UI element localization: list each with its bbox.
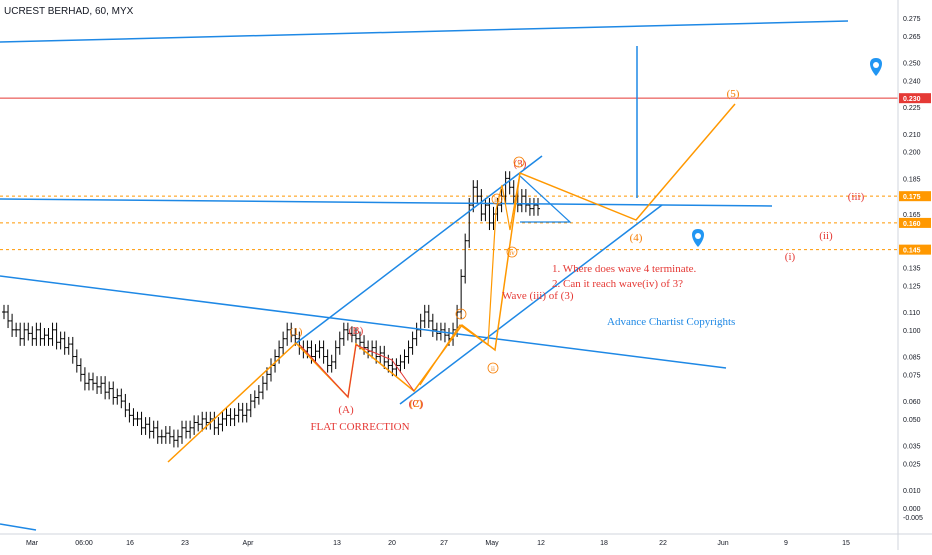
wave-label-3: (3) [514,158,527,170]
sub-wave-path [419,172,521,386]
small-wave-circle [513,156,525,168]
x-tick-label: 16 [126,540,134,547]
small-wave-label: ii [491,365,495,373]
wave-label-5: (5) [727,88,740,100]
y-tick-label: 0.060 [903,399,921,406]
flat-correction-label: FLAT CORRECTION [310,421,409,433]
x-tick-label: Apr [243,540,255,547]
x-tick-label: 15 [842,540,850,547]
y-tick-label: 0.210 [903,132,921,139]
y-tick-label: 0.265 [903,34,921,41]
small-wave-label: v [517,159,521,167]
trend-line [0,275,727,369]
marker-dot [873,62,879,68]
question-1: 1. Where does wave 4 terminate. [552,263,697,275]
x-tick-label: Jun [717,540,728,547]
location-marker-icon [870,58,882,76]
x-tick-label: 06:00 [75,540,93,547]
x-tick-label: May [485,540,499,547]
small-wave-circle [491,193,503,205]
price-badge-label: 0.160 [903,221,921,228]
trend-line [399,204,663,405]
price-badge-label: 0.145 [903,248,921,255]
y-tick-label: 0.185 [903,176,921,183]
x-tick-label: 12 [537,540,545,547]
y-tick-label: -0.005 [903,515,923,522]
price-badge [899,191,931,202]
x-tick-label: 22 [659,540,667,547]
y-tick-label: 0.200 [903,150,921,157]
y-tick-label: 0.275 [903,16,921,23]
wave-label-a: (A) [338,404,354,416]
price-badge-label: 0.230 [903,96,921,103]
y-tick-label: 0.225 [903,105,921,112]
drawings [0,20,882,531]
trend-line [0,523,37,531]
question-2: 2. Can it reach wave(iv) of 3? [552,278,683,290]
trend-line [0,198,773,207]
wave-label-2: (2) [410,398,423,410]
copyright-label: Advance Chartist Copyrights [607,316,735,328]
y-tick-label: 0.135 [903,265,921,272]
blue-triangle [519,175,572,223]
x-tick-label: 27 [440,540,448,547]
y-tick-label: 0.165 [903,212,921,219]
small-wave-circle [487,362,499,374]
wave-label-c: (C) [409,398,424,410]
y-tick-label: 0.110 [903,310,920,317]
candles [2,171,540,448]
x-tick-label: 13 [333,540,341,547]
chart-title: UCREST BERHAD, 60, MYX [4,6,134,17]
small-wave-label: iii [494,196,500,204]
label-i: (i) [785,251,796,263]
y-tick-label: 0.100 [903,328,921,335]
y-tick-label: 0.025 [903,461,921,468]
flat-correction-a [299,344,357,399]
wave-iii-label: Wave (iii) of (3) [502,290,574,302]
y-tick-label: 0.050 [903,417,921,424]
wave-label-1: (1) [290,326,303,338]
x-tick-label: Mar [26,540,39,547]
y-tick-label: 0.125 [903,283,921,290]
y-tick-label: 0.035 [903,444,921,451]
y-tick-label: 0.000 [903,506,921,513]
y-tick-label: 0.085 [903,355,921,362]
y-tick-label: 0.240 [903,78,921,85]
location-marker-icon [692,229,704,247]
price-badge-label: 0.175 [903,194,921,201]
small-wave-label: i [460,311,462,319]
marker-dot [695,233,701,239]
wave-labels: (1) (B) (A) (C)(2) (3) (4) (5) FLAT CORRECTION (… [290,88,865,433]
x-tick-label: 23 [181,540,189,547]
small-wave-circle [506,246,518,258]
y-tick-label: 0.075 [903,372,921,379]
small-wave-label: iv [509,249,515,257]
time-axis: Mar 06:00 16 23 Apr 13 20 27 May 12 18 22 Jun 9 15 [0,533,932,547]
trend-line [0,20,849,43]
wave-label-b: (B) [349,325,364,337]
small-wave-circle [455,308,467,320]
x-tick-label: 9 [784,540,788,547]
price-axis: 0.275 0.265 0.250 0.240 0.225 0.210 0.200 0.185… [897,0,931,550]
flat-correction-c [355,344,415,392]
label-iii: (iii) [848,191,865,203]
price-levels [0,97,898,251]
label-ii: (ii) [819,230,833,242]
price-badge [899,93,931,104]
y-tick-label: 0.010 [903,488,921,495]
x-tick-label: 20 [388,540,396,547]
price-badge [899,217,931,228]
price-badge [899,244,931,255]
wave-label-4: (4) [630,232,643,244]
y-tick-label: 0.250 [903,61,921,68]
x-tick-label: 18 [600,540,608,547]
